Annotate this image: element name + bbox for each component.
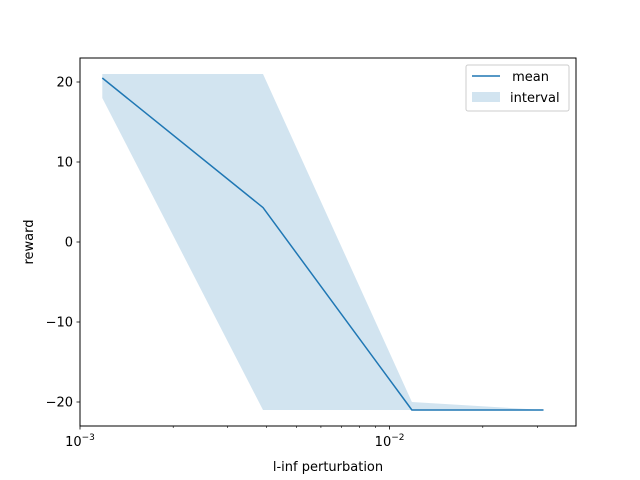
x-axis-label: l-inf perturbation bbox=[273, 460, 383, 475]
interval-band bbox=[102, 74, 544, 410]
y-axis-label: reward bbox=[22, 219, 37, 264]
x-tick-label: 10−3 bbox=[65, 433, 95, 450]
y-tick-label: 10 bbox=[56, 156, 73, 171]
axis-ticks: 20 10 0 −10 −20 10−3 10−2 bbox=[46, 76, 538, 450]
y-tick-label: −10 bbox=[46, 316, 73, 331]
mean-line-layer bbox=[101, 77, 544, 411]
y-tick-label: 0 bbox=[65, 236, 73, 251]
y-tick-label: 20 bbox=[56, 76, 73, 91]
y-tick-label: −20 bbox=[46, 396, 73, 411]
legend-mean-label: mean bbox=[508, 70, 549, 85]
legend-interval-swatch bbox=[472, 92, 500, 102]
mean-line bbox=[101, 77, 544, 411]
x-tick-label: 10−2 bbox=[375, 433, 405, 450]
legend-interval-label: interval bbox=[510, 91, 560, 106]
plot-frame bbox=[79, 57, 577, 427]
interval-band-layer bbox=[102, 74, 544, 410]
legend: mean interval bbox=[465, 64, 570, 112]
